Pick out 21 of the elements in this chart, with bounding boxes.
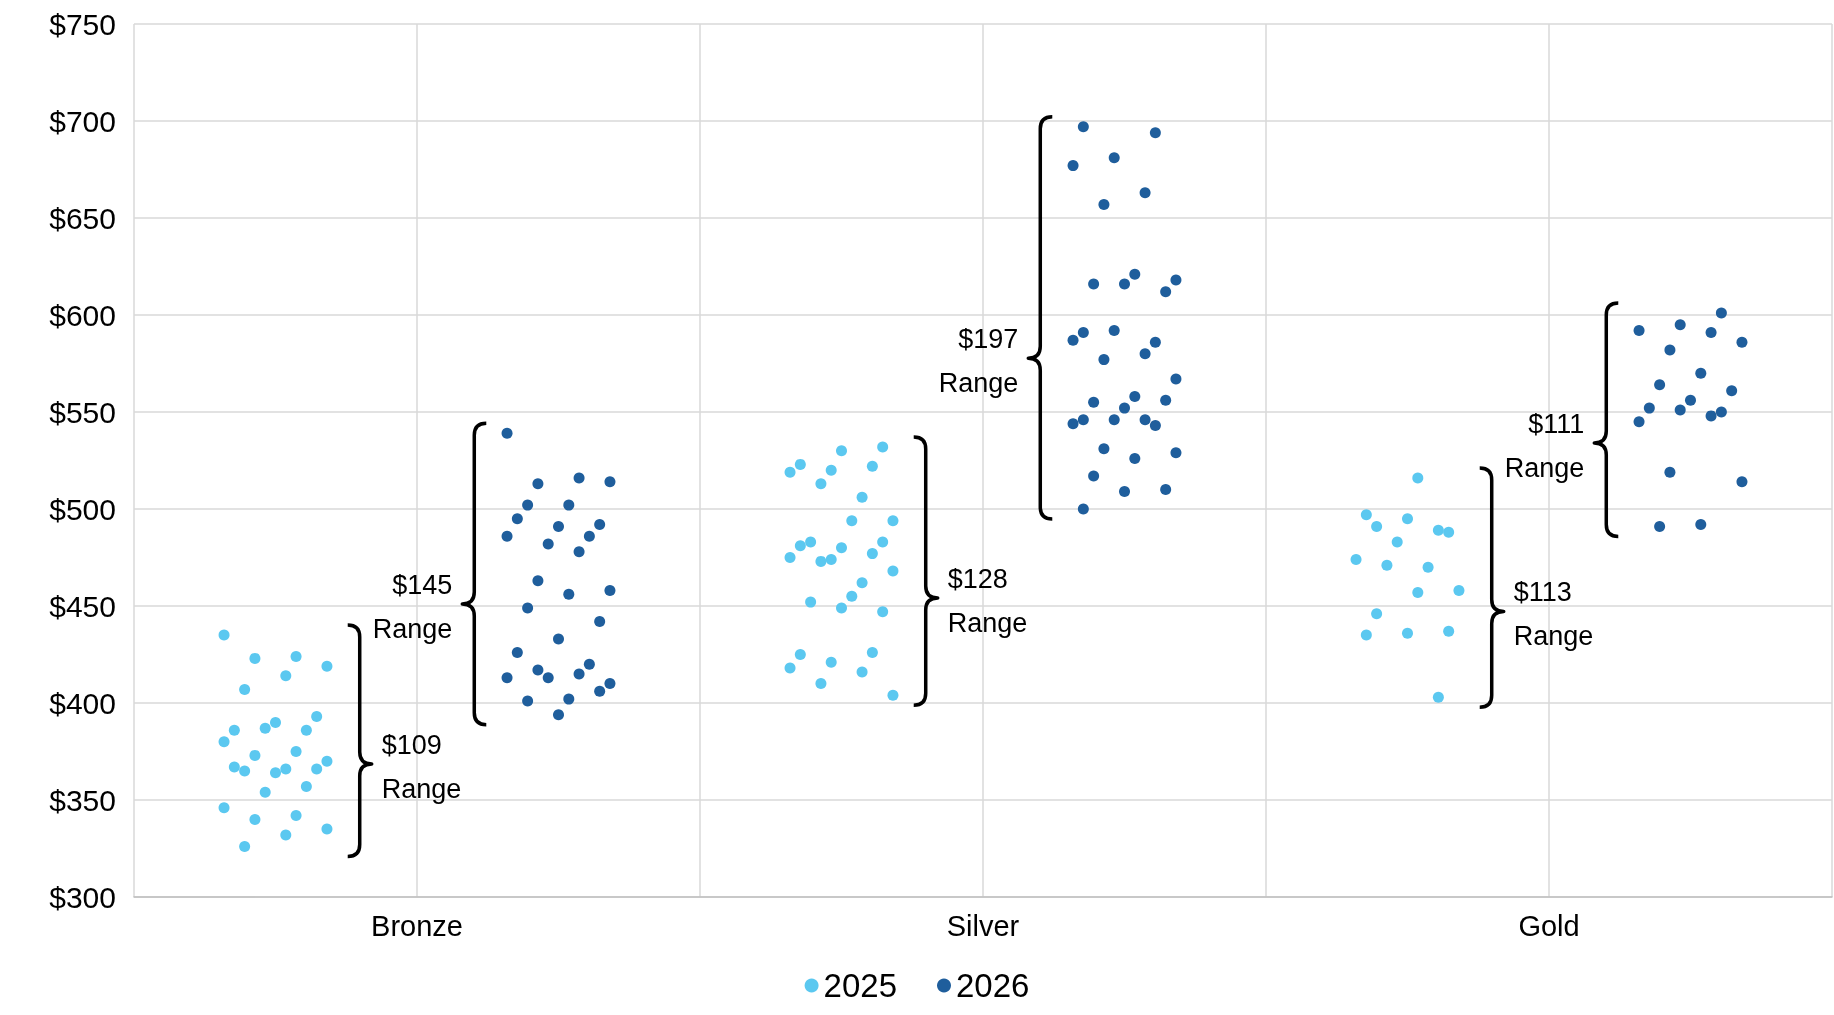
annotation: $128 Range xyxy=(947,563,1028,638)
x-tick-label: Gold xyxy=(1518,909,1580,942)
y-tick-label: $300 xyxy=(49,880,116,914)
y-tick-label: $550 xyxy=(49,395,116,429)
annotation: $197 Range xyxy=(938,324,1019,399)
y-tick-label: $600 xyxy=(49,298,116,332)
y-tick-label: $650 xyxy=(49,201,116,235)
y-tick-label: $500 xyxy=(49,492,116,526)
y-tick-label: $450 xyxy=(49,589,116,623)
y-tick-label: $350 xyxy=(49,783,116,817)
legend-label: 2025 xyxy=(823,967,898,1004)
y-tick-label: $700 xyxy=(49,104,116,138)
x-tick-label: Bronze xyxy=(371,909,463,942)
annotation: $111 Range xyxy=(1504,409,1585,484)
y-tick-label: $750 xyxy=(49,7,116,41)
annotation: $113 Range xyxy=(1513,577,1594,652)
legend-label: 2026 xyxy=(956,967,1030,1004)
annotation: $109 Range xyxy=(381,729,462,804)
x-tick-label: Silver xyxy=(946,909,1020,942)
y-tick-label: $400 xyxy=(49,686,116,720)
annotation: $145 Range xyxy=(372,570,453,645)
